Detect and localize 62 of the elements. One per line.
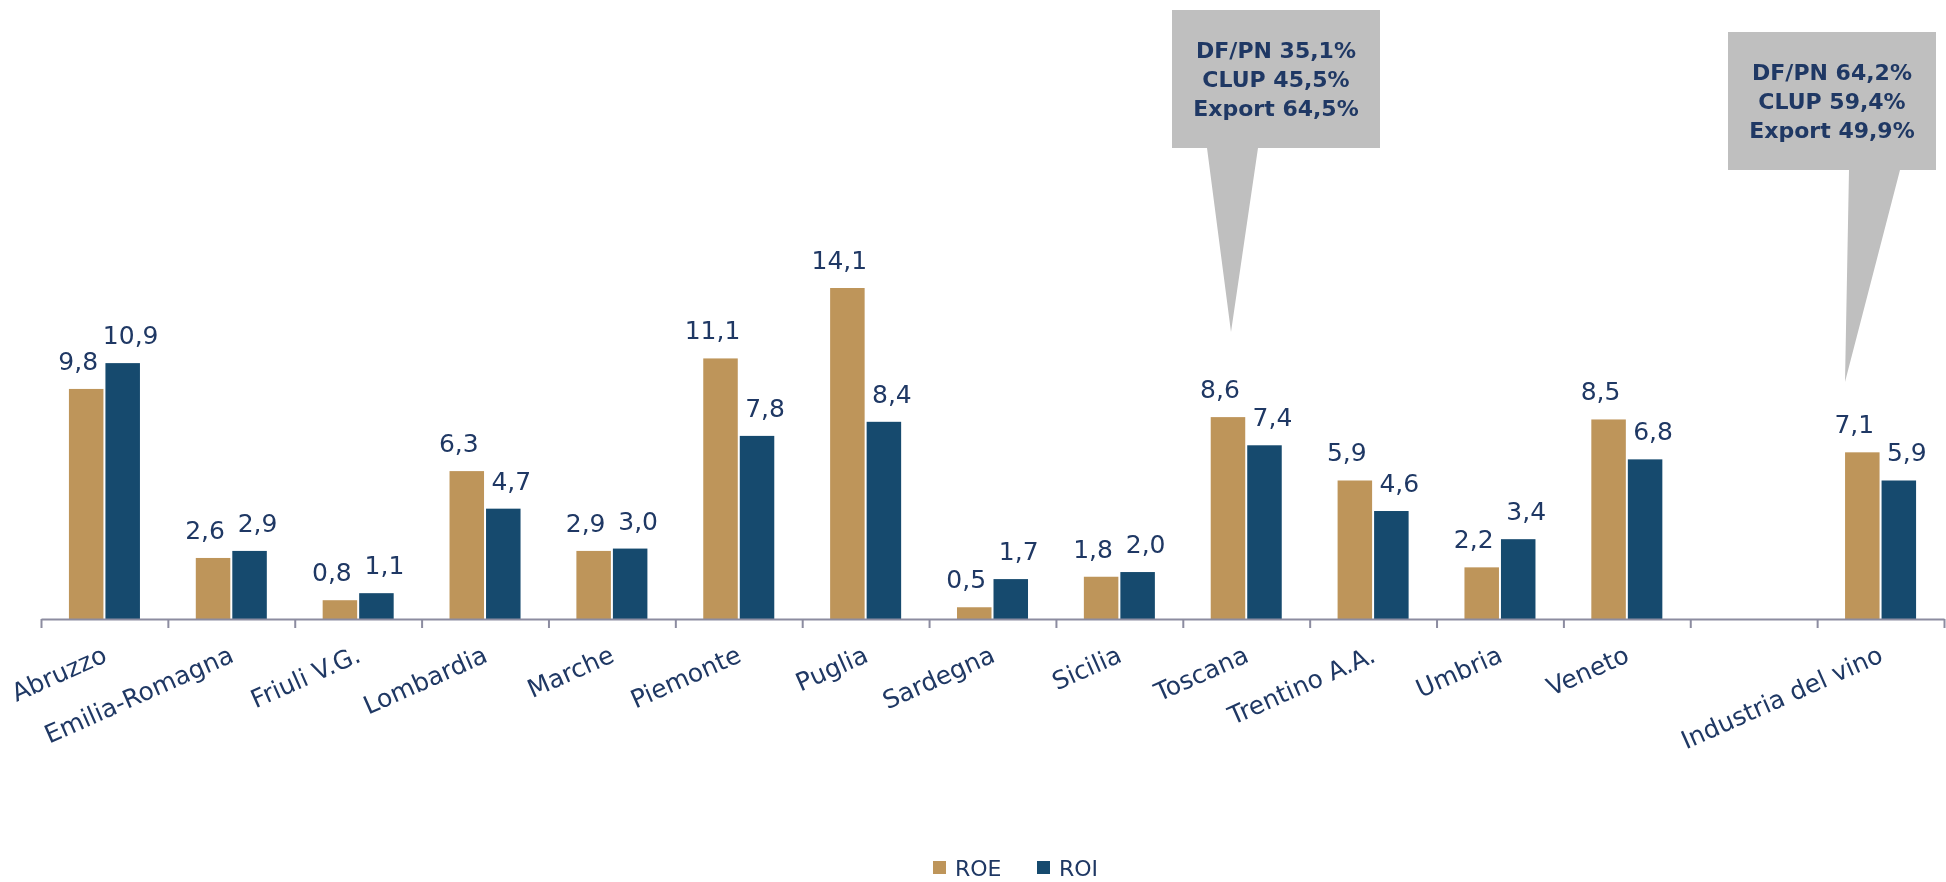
bar [1247,445,1282,619]
data-label: 7,8 [745,393,785,423]
bar [612,548,648,619]
bar [1881,480,1917,619]
bar [1374,511,1409,619]
data-label: 2,2 [1453,525,1494,555]
text: DF/PN 64,2% CLUP 59,4% Export 49,9% [1749,60,1915,143]
data-label: 1,7 [998,537,1039,567]
data-label: 6,3 [438,429,479,459]
bar [1083,576,1119,619]
text: DF/PN 35,1% CLUP 45,5% Export 64,5% [1193,38,1359,121]
bar [486,508,521,619]
bar [1120,572,1155,619]
bar [1337,480,1373,619]
x-tick-label: Sicilia [1047,639,1126,697]
data-label: 3,4 [1506,497,1547,527]
bar [866,421,902,619]
bar [322,600,358,619]
data-label: 0,8 [312,558,352,588]
bar [1464,567,1499,619]
data-label: 8,4 [872,379,912,409]
data-label: 6,8 [1633,417,1673,447]
bar [105,363,140,619]
data-label: 1,1 [364,551,405,581]
bar [1627,459,1663,619]
legend-label: ROE [955,856,1002,881]
data-label: 11,1 [684,316,741,346]
bar [1591,419,1626,619]
bar [449,471,485,619]
x-tick-label: Puglia [791,639,873,698]
bar [1500,539,1536,619]
bar [1210,417,1246,619]
data-label: 7,4 [1252,403,1293,433]
data-label: 14,1 [811,246,868,275]
data-label: 10,9 [102,321,159,351]
bar [1845,452,1880,619]
data-label: 8,5 [1580,377,1621,407]
data-label: 9,8 [58,346,99,376]
bar [993,579,1029,619]
bar [232,550,267,619]
bar [739,435,775,619]
bar [359,593,394,619]
bar [68,388,104,619]
data-label: 2,0 [1125,530,1166,560]
legend-label: ROI [1059,856,1099,881]
bar [830,288,865,619]
data-label: 5,9 [1886,438,1927,468]
data-label: 7,1 [1834,410,1875,440]
data-label: 2,9 [237,508,278,538]
data-label: 3,0 [618,506,659,536]
data-label: 4,6 [1379,469,1420,499]
data-label: 4,7 [491,466,532,496]
bar [576,550,611,619]
data-label: 5,9 [1326,438,1367,468]
bar [703,358,738,619]
data-label: 2,9 [565,508,606,538]
data-label: 1,8 [1073,534,1113,564]
data-label: 2,6 [185,515,225,545]
data-label: 8,6 [1200,375,1240,405]
data-label: 0,5 [946,565,987,595]
bar [195,557,231,619]
bar [956,607,992,619]
